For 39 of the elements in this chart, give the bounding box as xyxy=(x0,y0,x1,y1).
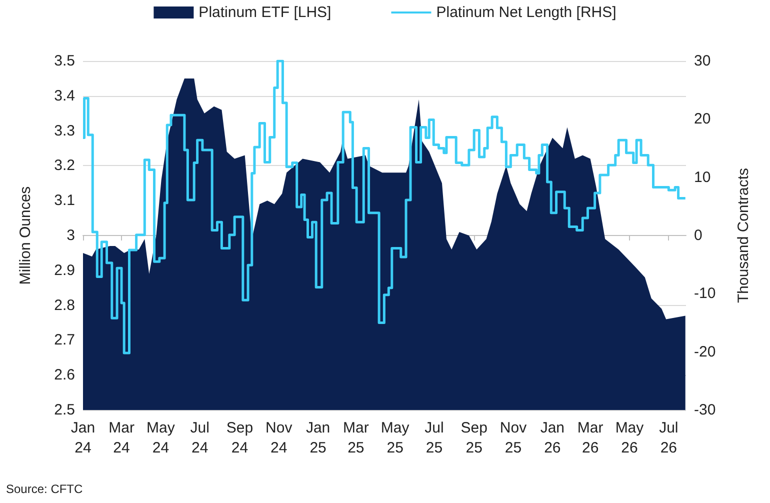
y2-tick-label: 10 xyxy=(694,168,711,186)
x-tick-label: Sep 24 xyxy=(226,420,254,456)
x-tick-label: Jan 25 xyxy=(306,420,330,456)
y2-tick-label: 30 xyxy=(694,52,711,70)
source-note: Source: CFTC xyxy=(6,482,83,496)
x-tick-label: Jan 24 xyxy=(70,420,96,456)
x-tick-label: Mar 25 xyxy=(343,420,369,456)
x-tick-label: May 24 xyxy=(146,420,176,456)
y-tick-label: 2.9 xyxy=(54,262,75,279)
y-tick-label: 2.6 xyxy=(54,366,75,384)
x-tick-label: Mar 26 xyxy=(577,420,604,456)
y2-tick-label: -20 xyxy=(694,343,716,360)
y-axis-title: Million Ounces xyxy=(17,186,34,285)
y2-tick-label: 0 xyxy=(694,227,702,244)
x-tick-label: Jul 25 xyxy=(424,420,444,456)
y2-axis-title: Thousand Contracts xyxy=(735,168,752,304)
y2-tick-label: -10 xyxy=(694,285,716,302)
y2-tick-label: -30 xyxy=(694,402,716,418)
y2-tick-label: 20 xyxy=(694,110,711,128)
y-tick-label: 3.4 xyxy=(54,87,75,104)
y-tick-label: 3.5 xyxy=(54,52,75,70)
x-tick-label: Nov 24 xyxy=(266,420,293,456)
y-tick-label: 2.8 xyxy=(54,296,75,314)
legend-label: Platinum Net Length [RHS] xyxy=(436,4,616,21)
y-tick-label: 3.3 xyxy=(54,122,75,140)
y-tick-label: 2.7 xyxy=(54,332,75,349)
x-tick-label: Jul 24 xyxy=(190,420,210,456)
x-tick-label: May 26 xyxy=(615,420,644,456)
x-tick-label: Nov 25 xyxy=(500,420,528,456)
x-tick-label: Mar 24 xyxy=(108,420,134,456)
x-tick-label: May 25 xyxy=(380,420,410,456)
y-tick-label: 3 xyxy=(66,227,75,244)
x-tick-label: Jul 26 xyxy=(659,420,678,456)
y-tick-label: 2.5 xyxy=(54,402,75,418)
x-tick-label: Jan 26 xyxy=(540,420,565,456)
legend-label: Platinum ETF [LHS] xyxy=(198,4,332,21)
y-tick-label: 3.1 xyxy=(54,192,75,210)
y-tick-label: 3.2 xyxy=(54,157,75,174)
x-tick-label: Sep 25 xyxy=(460,420,488,456)
